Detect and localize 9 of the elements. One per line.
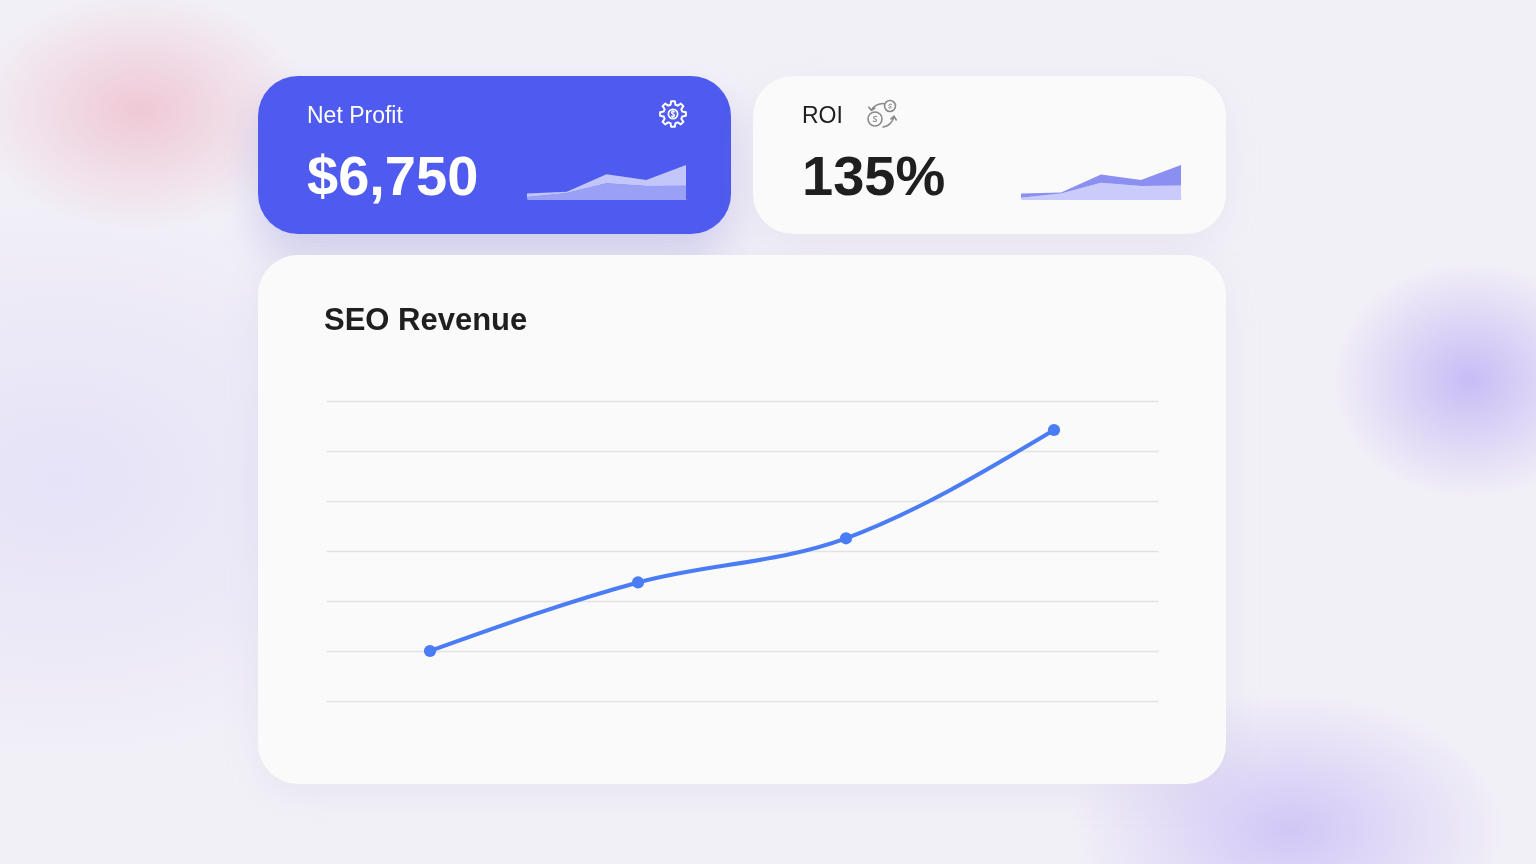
text: $6,750: [307, 143, 479, 207]
text: Net Profit: [307, 101, 403, 128]
chart-title: SEO Revenue: [324, 301, 528, 337]
text: 135%: [802, 143, 946, 207]
point: [631, 576, 645, 589]
point: [423, 644, 437, 658]
point: [839, 532, 853, 545]
text: ROI: [802, 101, 843, 128]
point: [1047, 423, 1061, 437]
